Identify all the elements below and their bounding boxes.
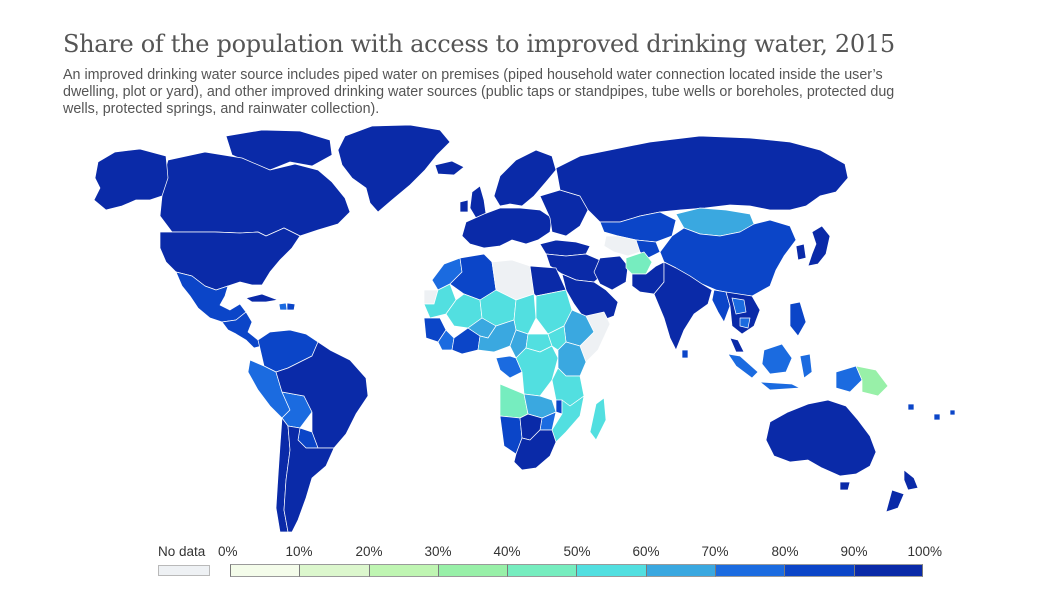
legend-no-data-label: No data	[158, 544, 206, 559]
legend-bin-swatch[interactable]	[299, 564, 369, 577]
region-laos[interactable]	[731, 297, 747, 315]
region-canada[interactable]	[159, 151, 351, 237]
region-sri-lanka[interactable]	[681, 349, 689, 359]
legend-tick-label: 0%	[218, 544, 238, 559]
legend-tick-label: 10%	[285, 544, 313, 559]
chart-title: Share of the population with access to i…	[63, 30, 895, 58]
region-borneo[interactable]	[761, 343, 793, 375]
legend-tick-label: 100%	[907, 544, 942, 559]
region-mexico[interactable]	[175, 271, 247, 323]
region-mauritania[interactable]	[423, 283, 457, 319]
region-dominican-republic[interactable]	[286, 302, 296, 311]
legend-tick-label: 20%	[355, 544, 383, 559]
region-haiti[interactable]	[278, 302, 288, 311]
legend-bin-swatch[interactable]	[437, 564, 508, 577]
world-map	[93, 124, 956, 533]
region-iran[interactable]	[593, 255, 629, 291]
map-regions	[93, 124, 956, 533]
legend-bin-swatch[interactable]	[507, 564, 577, 577]
region-tasmania[interactable]	[839, 481, 851, 491]
legend-tick-label: 90%	[840, 544, 868, 559]
region-argentina[interactable]	[283, 425, 335, 533]
legend-tick-label: 70%	[701, 544, 729, 559]
region-pacific-islands-c[interactable]	[949, 409, 956, 416]
legend-tick-label: 80%	[771, 544, 799, 559]
region-iceland[interactable]	[434, 160, 465, 176]
legend-bin-swatch[interactable]	[715, 564, 785, 577]
legend-tick-label: 60%	[632, 544, 660, 559]
legend-no-data-swatch[interactable]	[158, 565, 210, 576]
region-new-zealand-south[interactable]	[885, 489, 905, 513]
region-west-papua[interactable]	[835, 365, 863, 393]
region-sulawesi[interactable]	[799, 353, 813, 379]
legend-bin-swatch[interactable]	[230, 564, 300, 577]
region-chad[interactable]	[513, 293, 537, 335]
region-greenland[interactable]	[337, 124, 451, 213]
chart-subtitle: An improved drinking water source includ…	[63, 67, 895, 117]
region-ireland[interactable]	[459, 199, 469, 213]
region-pacific-islands-a[interactable]	[907, 403, 915, 411]
legend-bin-swatch[interactable]	[784, 564, 854, 577]
region-japan[interactable]	[807, 225, 831, 267]
region-korea[interactable]	[795, 243, 807, 261]
legend-tick-label: 40%	[493, 544, 521, 559]
region-mozambique[interactable]	[551, 395, 585, 443]
region-scandinavia[interactable]	[493, 149, 557, 207]
region-cambodia[interactable]	[739, 317, 751, 329]
region-papua-new-guinea[interactable]	[855, 365, 889, 397]
legend-bin-swatch[interactable]	[853, 564, 923, 577]
region-malaysia[interactable]	[729, 337, 745, 353]
region-south-africa[interactable]	[513, 429, 557, 471]
region-turkey[interactable]	[539, 239, 591, 257]
region-sumatra[interactable]	[727, 353, 759, 379]
region-java[interactable]	[759, 381, 801, 391]
legend-color-scale	[230, 564, 923, 577]
region-alaska[interactable]	[93, 148, 169, 211]
region-pacific-islands-b[interactable]	[933, 413, 941, 421]
region-central-asia-nodata[interactable]	[603, 235, 641, 257]
region-arabia[interactable]	[561, 273, 619, 323]
region-india[interactable]	[653, 261, 713, 351]
region-malawi[interactable]	[555, 399, 563, 415]
region-new-zealand[interactable]	[903, 469, 919, 491]
region-australia[interactable]	[765, 399, 877, 477]
region-cuba[interactable]	[245, 293, 279, 303]
region-somalia-nodata[interactable]	[579, 311, 611, 363]
region-dr-congo[interactable]	[515, 345, 559, 397]
region-brazil[interactable]	[275, 341, 369, 449]
legend-bin-swatch[interactable]	[645, 564, 716, 577]
region-thailand-indochina[interactable]	[725, 291, 761, 335]
region-philippines[interactable]	[789, 301, 807, 337]
region-europe-west[interactable]	[461, 207, 553, 249]
legend-tick-label: 30%	[424, 544, 452, 559]
region-uk[interactable]	[469, 185, 487, 219]
legend-bin-swatch[interactable]	[576, 564, 646, 577]
legend-bin-swatch[interactable]	[368, 564, 438, 577]
region-madagascar[interactable]	[589, 397, 607, 441]
legend-tick-label: 50%	[563, 544, 591, 559]
